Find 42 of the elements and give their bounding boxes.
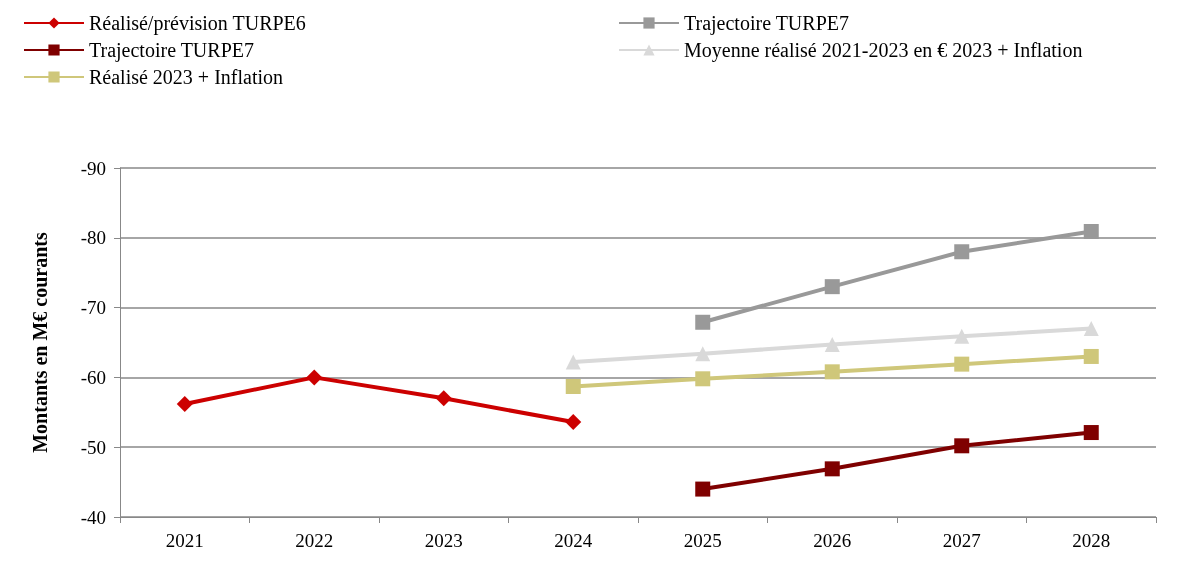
x-tick-label: 2027 [942,530,981,551]
x-tick-label: 2028 [1072,530,1111,551]
point [565,378,581,394]
y-tick-label: -40 [80,506,106,528]
point [565,354,581,370]
y-tick-label: -60 [80,366,106,388]
x-tick-label: 2026 [813,530,852,551]
point [695,371,711,387]
point [824,364,840,380]
point [565,414,582,431]
point [695,481,711,497]
x-tick-label: 2025 [683,530,722,551]
y-tick-label: -70 [80,297,106,319]
point [306,369,323,386]
x-tick-label: 2024 [554,530,593,551]
point [695,314,711,330]
point [695,346,711,362]
x-tick-label: 2021 [165,530,204,551]
y-tick-label: -90 [80,157,106,179]
point [954,328,970,344]
point [435,390,452,407]
point [824,461,840,477]
y-tick-label: -50 [80,436,106,458]
x-tick-label: 2022 [295,530,334,551]
legend-label: Trajectoire TURPE7 [89,39,259,62]
legend-label: Trajectoire TURPE7 [684,12,849,35]
point [824,279,840,295]
point [1083,425,1099,441]
point [954,356,970,372]
point [1083,348,1099,364]
legend-label: Réalisé/prévision TURPE6 [89,12,306,35]
point [176,395,193,412]
legend-label: Moyenne réalisé 2021-2023 en € 2023 + Inflation [684,39,1083,62]
legend-label: Réalisé 2023 + Inflation [89,66,284,88]
point [1083,321,1099,337]
x-tick-label: 2023 [424,530,463,551]
point [1083,224,1099,240]
y-tick-label: -80 [80,227,106,249]
point [954,244,970,260]
point [954,438,970,454]
y-axis-title: Montants en M€ courants [29,232,51,453]
point [824,337,840,353]
